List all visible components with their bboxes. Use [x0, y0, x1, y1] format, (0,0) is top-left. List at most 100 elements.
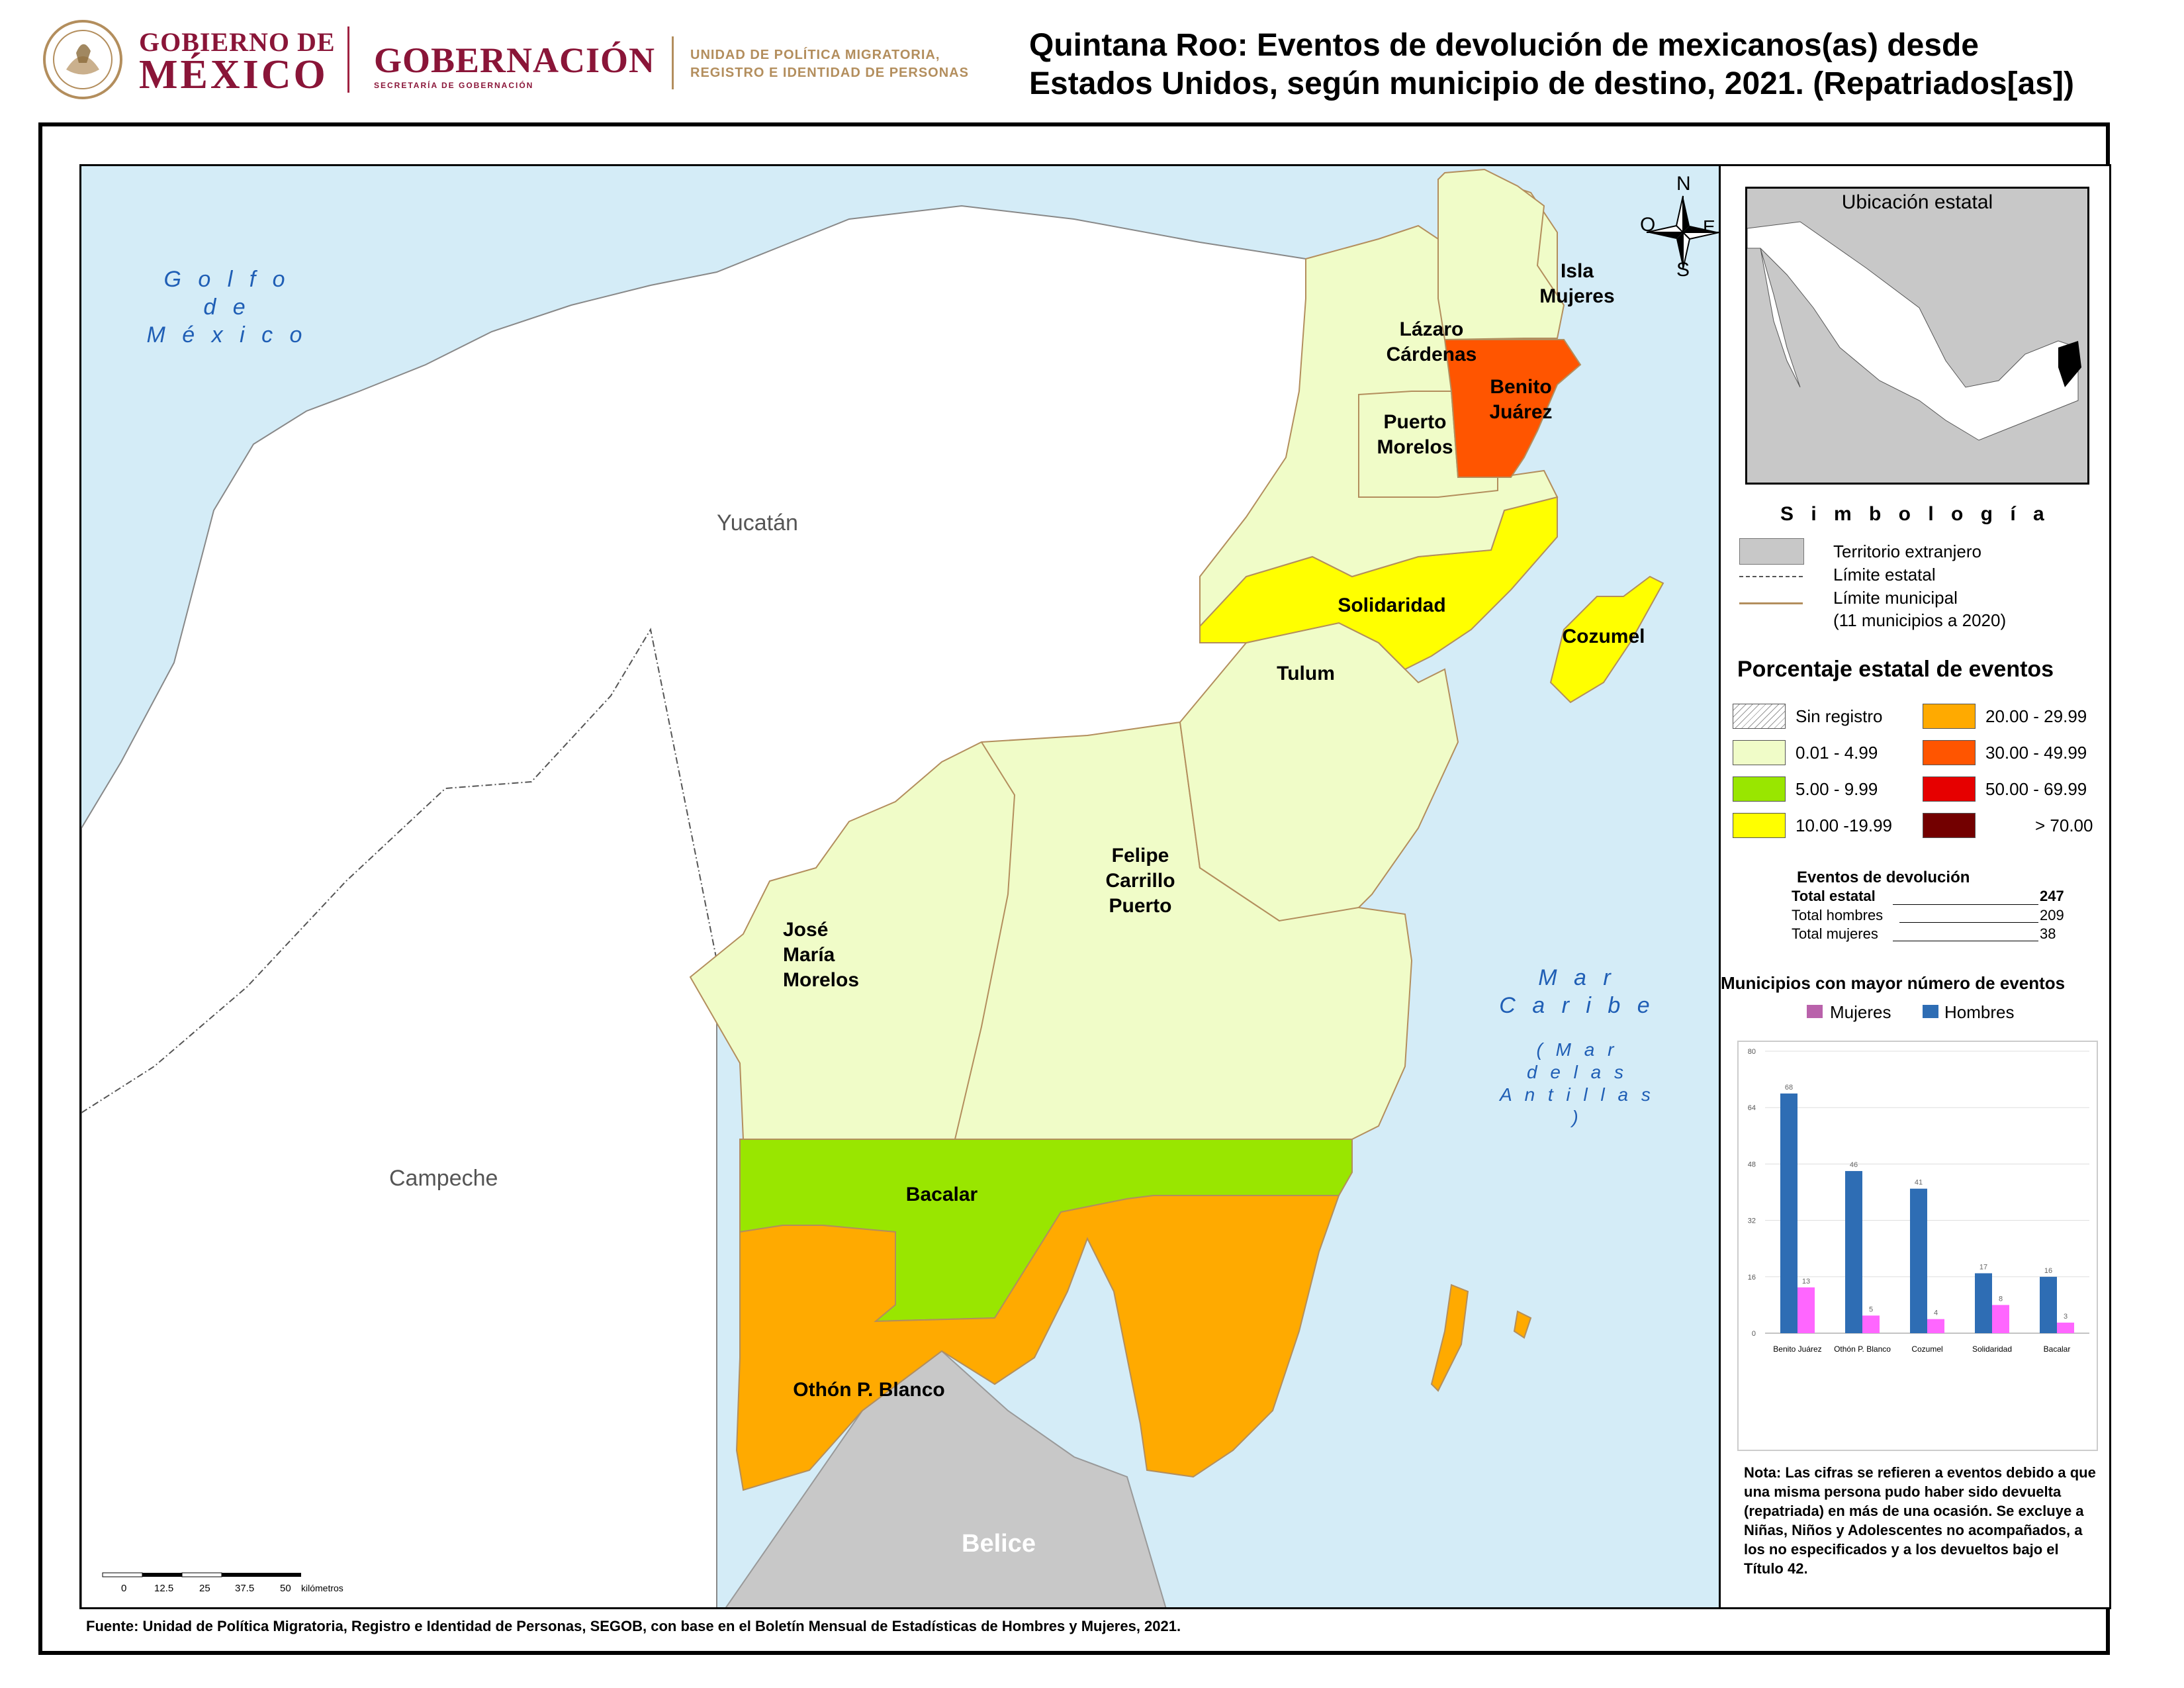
page-title: Quintana Roo: Eventos de devolución de m… — [1029, 28, 2074, 101]
isla — [1513, 1310, 1532, 1339]
scale-bar — [102, 1572, 301, 1577]
label-tulum: Tulum — [1277, 663, 1335, 684]
bar-mujeres — [1797, 1287, 1815, 1333]
compass-e: E — [1703, 216, 1715, 237]
x-category-label: Othón P. Blanco — [1834, 1344, 1891, 1354]
legend-hombres: Hombres — [1944, 1002, 2015, 1022]
x-category-label: Benito Juárez — [1773, 1344, 1821, 1354]
quintana-roo-highlight — [2058, 341, 2081, 387]
label-isla-mujeres: Isla Mujeres — [1539, 260, 1615, 307]
bar-mujeres — [2057, 1323, 2074, 1333]
y-tick-label: 80 — [1748, 1048, 1756, 1056]
y-tick-label: 48 — [1748, 1160, 1756, 1168]
pct-title: Porcentaje estatal de eventos — [1737, 657, 2054, 682]
header-divider — [347, 26, 349, 93]
bar-data-label: 3 — [2064, 1313, 2068, 1321]
total-estatal-value: 247 — [2040, 888, 2064, 904]
compass-o: O — [1640, 214, 1656, 236]
total-mujeres-label: Total mujeres — [1792, 925, 1878, 942]
legend-limite-municipal: Límite municipal — [1833, 588, 1958, 608]
bar-data-label: 41 — [1915, 1179, 1923, 1187]
state-label-campeche: Campeche — [389, 1166, 498, 1191]
inset-map-svg — [1747, 189, 2087, 483]
legend-class-swatch — [1733, 740, 1786, 765]
bar-hombres — [1975, 1273, 1992, 1333]
compass-rose-icon — [1646, 195, 1719, 269]
country-label-belice: Belice — [962, 1530, 1036, 1558]
legend-class-swatch — [1733, 704, 1786, 729]
state-label-yucatan: Yucatán — [717, 510, 798, 536]
source-note: Fuente: Unidad de Política Migratoria, R… — [86, 1618, 1181, 1634]
legend-class-label: > 70.00 — [2035, 816, 2093, 835]
legend-class-label: 50.00 - 69.99 — [1985, 779, 2087, 799]
legend-swatch-mujeres — [1807, 1005, 1823, 1018]
bar-data-label: 8 — [1999, 1295, 2003, 1303]
municipio-cozumel — [1549, 575, 1664, 704]
compass-n: N — [1676, 173, 1691, 195]
gob-line2: MÉXICO — [139, 52, 328, 97]
legend-mujeres: Mujeres — [1830, 1002, 1891, 1022]
label-jose-maria-morelos: José María Morelos — [783, 919, 860, 991]
leader-line — [1899, 922, 2038, 923]
bar-hombres — [1910, 1188, 1927, 1333]
scale-tick: 25 — [199, 1583, 210, 1594]
eventos-title: Eventos de devolución — [1797, 868, 1970, 886]
escudo-nacional-icon — [43, 20, 122, 99]
bar-data-label: 16 — [2044, 1267, 2052, 1275]
bar-data-label: 4 — [1934, 1309, 1938, 1317]
inset-title: Ubicación estatal — [1747, 189, 2087, 216]
bar-data-label: 46 — [1850, 1161, 1858, 1169]
scale-tick: 37.5 — [235, 1583, 255, 1594]
total-mujeres-value: 38 — [2040, 925, 2056, 942]
bar-mujeres — [1992, 1305, 2009, 1333]
bar-hombres — [1780, 1093, 1797, 1333]
label-puerto-morelos: Puerto Morelos — [1377, 411, 1453, 458]
total-hombres-value: 209 — [2040, 907, 2064, 923]
bar-hombres — [1845, 1171, 1862, 1333]
symbol-limite-municipal — [1739, 602, 1803, 604]
bar-mujeres — [1862, 1315, 1880, 1333]
legend-class-swatch — [1733, 776, 1786, 802]
legend-class-swatch — [1923, 813, 1976, 838]
label-felipe-carrillo-puerto: Felipe Carrillo Puerto — [1105, 845, 1175, 917]
map-svg — [81, 168, 1719, 1607]
bar-hombres — [2040, 1276, 2057, 1333]
scale-unit: kilómetros — [301, 1583, 343, 1593]
bar-data-label: 68 — [1785, 1084, 1793, 1092]
secretaria-label: SECRETARÍA DE GOBERNACIÓN — [374, 81, 534, 90]
legend-class-swatch — [1923, 704, 1976, 729]
legend-class-label: 10.00 -19.99 — [1796, 816, 1893, 835]
label-cozumel: Cozumel — [1562, 626, 1645, 647]
municipio-isla-mujeres — [1437, 168, 1565, 341]
legend-class-label: Sin registro — [1796, 706, 1883, 726]
y-tick-label: 0 — [1752, 1330, 1756, 1338]
bar-data-label: 17 — [1979, 1263, 1987, 1271]
municipio-benito-juarez — [1443, 339, 1582, 478]
inset-map: Ubicación estatal — [1745, 187, 2089, 485]
y-tick-label: 16 — [1748, 1274, 1756, 1282]
simbologia-title: S i m b o l o g í a — [1780, 503, 2050, 525]
y-tick-label: 64 — [1748, 1104, 1756, 1112]
total-hombres-label: Total hombres — [1792, 907, 1884, 923]
limite-estatal-yuc-camp — [81, 628, 717, 1113]
nota: Nota: Las cifras se refieren a eventos d… — [1744, 1464, 2096, 1577]
legend-class-label: 5.00 - 9.99 — [1796, 779, 1878, 799]
x-category-label: Cozumel — [1911, 1344, 1942, 1354]
legend-municipios-note: (11 municipios a 2020) — [1833, 610, 2007, 630]
legend-class-swatch — [1923, 740, 1976, 765]
gobernacion-label: GOBERNACIÓN — [374, 40, 656, 80]
legend-swatch-hombres — [1923, 1005, 1938, 1018]
legend-class-label: 20.00 - 29.99 — [1985, 706, 2087, 726]
leader-line — [1893, 904, 2038, 905]
scale-tick: 12.5 — [154, 1583, 174, 1594]
total-estatal-label: Total estatal — [1792, 888, 1876, 904]
label-solidaridad: Solidaridad — [1338, 594, 1446, 616]
label-benito-juarez: Benito Juárez — [1489, 376, 1553, 423]
limite-municipal — [954, 741, 1016, 1140]
label-lazaro-cardenas: Lázaro Cárdenas — [1386, 318, 1477, 365]
unidad-label: UNIDAD DE POLÍTICA MIGRATORIA, REGISTRO … — [690, 48, 969, 80]
